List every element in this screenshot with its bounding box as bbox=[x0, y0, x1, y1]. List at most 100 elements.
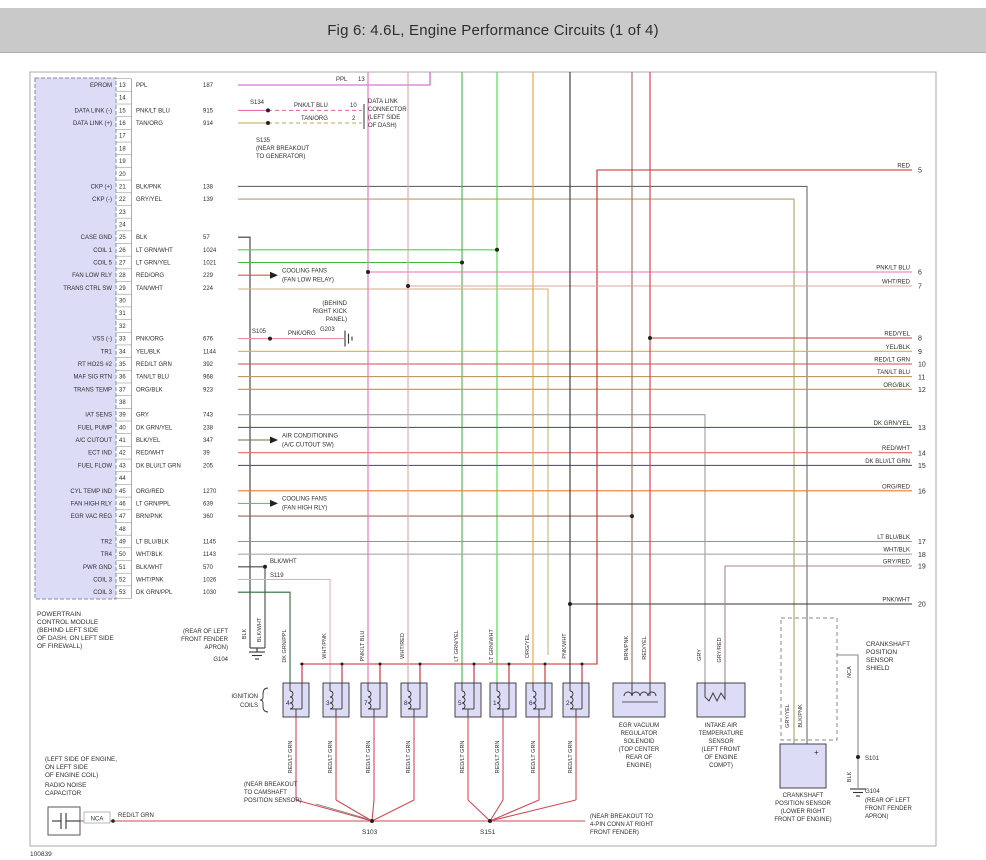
iat-sensor-box bbox=[696, 682, 746, 718]
ckp-shield-label: SENSOR bbox=[866, 657, 894, 664]
iat-label: INTAKE AIR bbox=[705, 723, 738, 729]
coil-wire-label: PNK/WHT bbox=[562, 633, 568, 659]
pcm-box bbox=[34, 77, 117, 600]
pin-number: 20 bbox=[119, 172, 126, 178]
g104-note: FRONT FENDER bbox=[865, 806, 913, 812]
wire-wht-pnk bbox=[238, 578, 331, 683]
pin-number: 46 bbox=[119, 501, 126, 507]
splice-label-s101: S101 bbox=[865, 756, 880, 762]
coil-bottom-wire-label: RED/LT GRN bbox=[406, 741, 412, 774]
coil-bottom-wire-label: RED/LT GRN bbox=[495, 741, 501, 774]
splice-dot-s105 bbox=[268, 336, 272, 341]
circuit-number: 205 bbox=[203, 463, 214, 469]
s135-note: (NEAR BREAKOUT bbox=[256, 146, 310, 152]
exit-page-number: 5 bbox=[918, 168, 922, 175]
coil-wire-label: LT GRN/WHT bbox=[489, 629, 495, 663]
s135-note: TO GENERATOR) bbox=[256, 154, 305, 160]
pin-label: FUEL PUMP bbox=[78, 425, 112, 431]
wire-color-label: PNK/LT BLU bbox=[136, 108, 170, 114]
pin-label: EPROM bbox=[90, 83, 112, 89]
junction-dot bbox=[460, 260, 464, 265]
wire-ppl bbox=[238, 72, 431, 86]
wire-dk-grn-ppl bbox=[238, 591, 291, 683]
pin-number: 52 bbox=[119, 578, 126, 584]
ckp-shield bbox=[780, 617, 838, 741]
exit-page-number: 8 bbox=[918, 336, 922, 343]
capacitor-note: CAPACITOR bbox=[45, 790, 82, 797]
circuit-number: 914 bbox=[203, 121, 214, 127]
wire-color-label: NCA bbox=[847, 666, 853, 678]
pin-number: 14 bbox=[119, 96, 126, 102]
circuit-number: 1143 bbox=[203, 552, 217, 558]
coil-winding bbox=[461, 690, 466, 710]
exit-page-number: 9 bbox=[918, 349, 922, 356]
junction-dot bbox=[300, 662, 304, 666]
wire-color-label: RED/ORG bbox=[136, 273, 164, 279]
splice-label-s135: S135 bbox=[256, 138, 271, 144]
splice-dot-s119 bbox=[263, 564, 267, 569]
figure-title-bar: Fig 6: 4.6L, Engine Performance Circuits… bbox=[0, 8, 986, 53]
pin-label: PWR GND bbox=[83, 565, 113, 571]
wire-red-lt-grn bbox=[295, 799, 373, 822]
wire-color-label: ORG/RED bbox=[136, 489, 165, 495]
wire-color-label: WHT/PNK bbox=[136, 578, 164, 584]
exit-wire-label: LT BLU/BLK bbox=[877, 535, 910, 541]
pin-label: MAF SIG RTN bbox=[73, 375, 112, 381]
pin-label: TRANS CTRL SW bbox=[63, 286, 112, 292]
ckp-label: FRONT OF ENGINE) bbox=[774, 817, 831, 823]
coils-group-label: COILS bbox=[240, 703, 258, 709]
circuit-number: 915 bbox=[203, 108, 214, 114]
g104-note: APRON) bbox=[865, 814, 888, 820]
pin-number: 26 bbox=[119, 248, 126, 254]
circuit-number: 229 bbox=[203, 273, 214, 279]
egr-label: SOLENOID bbox=[623, 739, 655, 745]
exit-wire-label: ORG/RED bbox=[882, 484, 911, 490]
plus-mark: + bbox=[814, 748, 819, 757]
coil-wire-label: PNK/LT BLU bbox=[360, 630, 366, 661]
pcm-note: OF FIREWALL) bbox=[37, 643, 82, 650]
exit-wire-label: DK BLU/LT GRN bbox=[865, 459, 910, 465]
camshaft-note: (NEAR BREAKOUT bbox=[244, 782, 298, 788]
wire-color-label: DK BLU/LT GRN bbox=[136, 463, 181, 469]
egr-label: REGULATOR bbox=[621, 731, 658, 737]
wire-red-lt-grn bbox=[371, 799, 375, 822]
exit-wire-label: WHT/BLK bbox=[883, 548, 910, 554]
exit-wire-label: RED/LT GRN bbox=[874, 358, 910, 364]
g104-note: (REAR OF LEFT bbox=[183, 629, 228, 635]
capacitor-note: (LEFT SIDE OF ENGINE, bbox=[45, 756, 117, 763]
arrow-note: (FAN HIGH RLY) bbox=[282, 506, 327, 512]
wire-gry-red bbox=[724, 565, 912, 683]
note-pointer bbox=[315, 803, 369, 820]
splice-dot-s103 bbox=[370, 819, 374, 823]
exit-page-number: 20 bbox=[918, 602, 926, 609]
iat-label: SENSOR bbox=[708, 739, 734, 745]
coil-winding bbox=[496, 690, 501, 710]
g104-note: (REAR OF LEFT bbox=[865, 798, 910, 804]
exit-wire-label: DK GRN/YEL bbox=[874, 421, 911, 427]
coil-wire-label: LT GRN/YEL bbox=[454, 630, 460, 662]
pin-number: 16 bbox=[119, 121, 126, 127]
exit-wire-label: TAN/LT BLU bbox=[877, 370, 910, 376]
capacitor-note: ON LEFT SIDE bbox=[45, 764, 88, 771]
wire-color-label: LT GRN/PPL bbox=[136, 501, 171, 507]
pin-number: 51 bbox=[119, 565, 126, 571]
capacitor-note: RADIO NOISE bbox=[45, 782, 86, 789]
exit-wire-label: ORG/BLK bbox=[883, 383, 910, 389]
exit-page-number: 10 bbox=[918, 362, 926, 369]
circuit-number: 676 bbox=[203, 337, 214, 343]
wire-red-lt-grn bbox=[489, 799, 504, 822]
coil-number: 3 bbox=[326, 700, 330, 707]
branch-circuit: 2 bbox=[352, 116, 356, 122]
dlc-label: DATA LINK bbox=[368, 99, 398, 105]
coils-group-label: IGNITION bbox=[231, 694, 258, 700]
junction-dot bbox=[648, 336, 652, 340]
pcm-note: POWERTRAIN bbox=[37, 611, 81, 618]
circuit-number: 1030 bbox=[203, 590, 217, 596]
coil-winding bbox=[289, 690, 294, 710]
splice-label-s151: S151 bbox=[480, 829, 496, 836]
pin-number: 30 bbox=[119, 299, 126, 305]
pin-label: FAN HIGH RLY bbox=[71, 501, 112, 507]
coils-brace bbox=[259, 687, 269, 713]
